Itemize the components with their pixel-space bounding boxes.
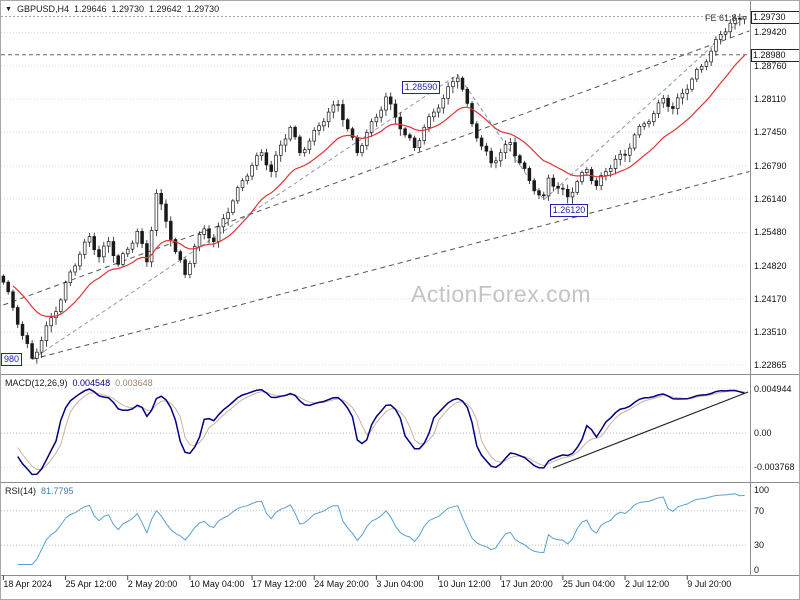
macd-axis-label: 0.004944 [754, 383, 792, 394]
moving-average-line [12, 54, 746, 318]
price-axis-label: 1.26140 [754, 193, 787, 204]
current-price-tag: 1.29730 [751, 10, 799, 24]
time-axis-label: 10 May 04:00 [189, 579, 245, 589]
zigzag-line [31, 16, 745, 360]
price-axis-label: 1.27450 [754, 127, 787, 138]
symbol-period: GBPUSD,H4 [16, 4, 69, 14]
price-axis-label: 1.29420 [754, 27, 787, 38]
time-axis-label: 2 Jul 12:00 [625, 579, 670, 589]
rsi-axis-label: 70 [754, 505, 765, 516]
macd-axis-label: 0.00 [754, 428, 772, 439]
price-axis-label: 1.23510 [754, 327, 787, 338]
left-low-price-annotation[interactable]: 980 [1, 353, 23, 367]
time-axis-label: 3 Jun 04:00 [376, 579, 424, 589]
fib-extension-label: FE 61.8 [705, 13, 737, 23]
rsi-axis-label: 0 [754, 565, 760, 575]
time-axis-label: 18 Apr 2024 [3, 579, 52, 589]
time-axis-label: 17 May 12:00 [252, 579, 307, 589]
macd-main-line [17, 388, 745, 476]
chart-marker-icon: ▼ [5, 6, 12, 13]
channel-upper-line [3, 30, 750, 306]
time-axis-label: 24 May 20:00 [314, 579, 369, 589]
channel-lower-line [31, 171, 750, 360]
time-axis-label: 25 Jun 04:00 [562, 579, 615, 589]
price-axis-label: 1.24170 [754, 293, 787, 304]
time-axis-label: 2 May 20:00 [127, 579, 178, 589]
ohlc-open: 1.29646 [73, 4, 107, 14]
rsi-value: 81.7795 [41, 486, 74, 496]
watermark: ActionForex.com [411, 281, 592, 307]
rsi-axis-label: 100 [754, 485, 770, 495]
macd-axis-label: -0.003768 [754, 462, 795, 473]
ohlc-high: 1.29730 [111, 4, 145, 14]
macd-signal-value: 0.003648 [115, 378, 153, 388]
time-axis-label: 25 Apr 12:00 [65, 579, 117, 589]
ohlc-close: 1.29730 [186, 4, 220, 14]
time-axis-label: 17 Jun 20:00 [500, 579, 553, 589]
price-axis-label: 1.26790 [754, 160, 787, 171]
time-axis-label: 9 Jul 20:00 [687, 579, 732, 589]
time-axis-label: 10 Jun 12:00 [438, 579, 491, 589]
chart-title: ▼ GBPUSD,H4 1.29646 1.29730 1.29642 1.29730 [5, 4, 224, 14]
candles-group [1, 13, 747, 364]
price-axis-label: 1.24820 [754, 260, 787, 271]
rsi-axis-label: 30 [754, 540, 765, 551]
price-axis-label: 1.25480 [754, 227, 787, 238]
macd-trendline[interactable] [552, 391, 749, 469]
macd-main-value: 0.004548 [72, 378, 111, 388]
price-axis-label: 1.28760 [754, 60, 787, 71]
price-axis-label: 1.22865 [754, 360, 787, 371]
level-price-tag: 1.28980 [751, 48, 799, 62]
ohlc-low: 1.29642 [149, 4, 182, 14]
price-axis-label: 1.28110 [754, 93, 786, 104]
macd-indicator-label: MACD(12,26,9) 0.004548 0.003648 [5, 378, 158, 388]
rsi-line [17, 493, 745, 565]
macd-name: MACD(12,26,9) [5, 378, 68, 388]
rsi-indicator-label: RSI(14) 81.7795 [5, 486, 79, 496]
trough-price-annotation[interactable]: 1.26120 [549, 203, 589, 217]
rsi-name: RSI(14) [5, 486, 37, 496]
peak-price-annotation[interactable]: 1.28590 [401, 80, 441, 94]
macd-signal-line [17, 390, 745, 471]
